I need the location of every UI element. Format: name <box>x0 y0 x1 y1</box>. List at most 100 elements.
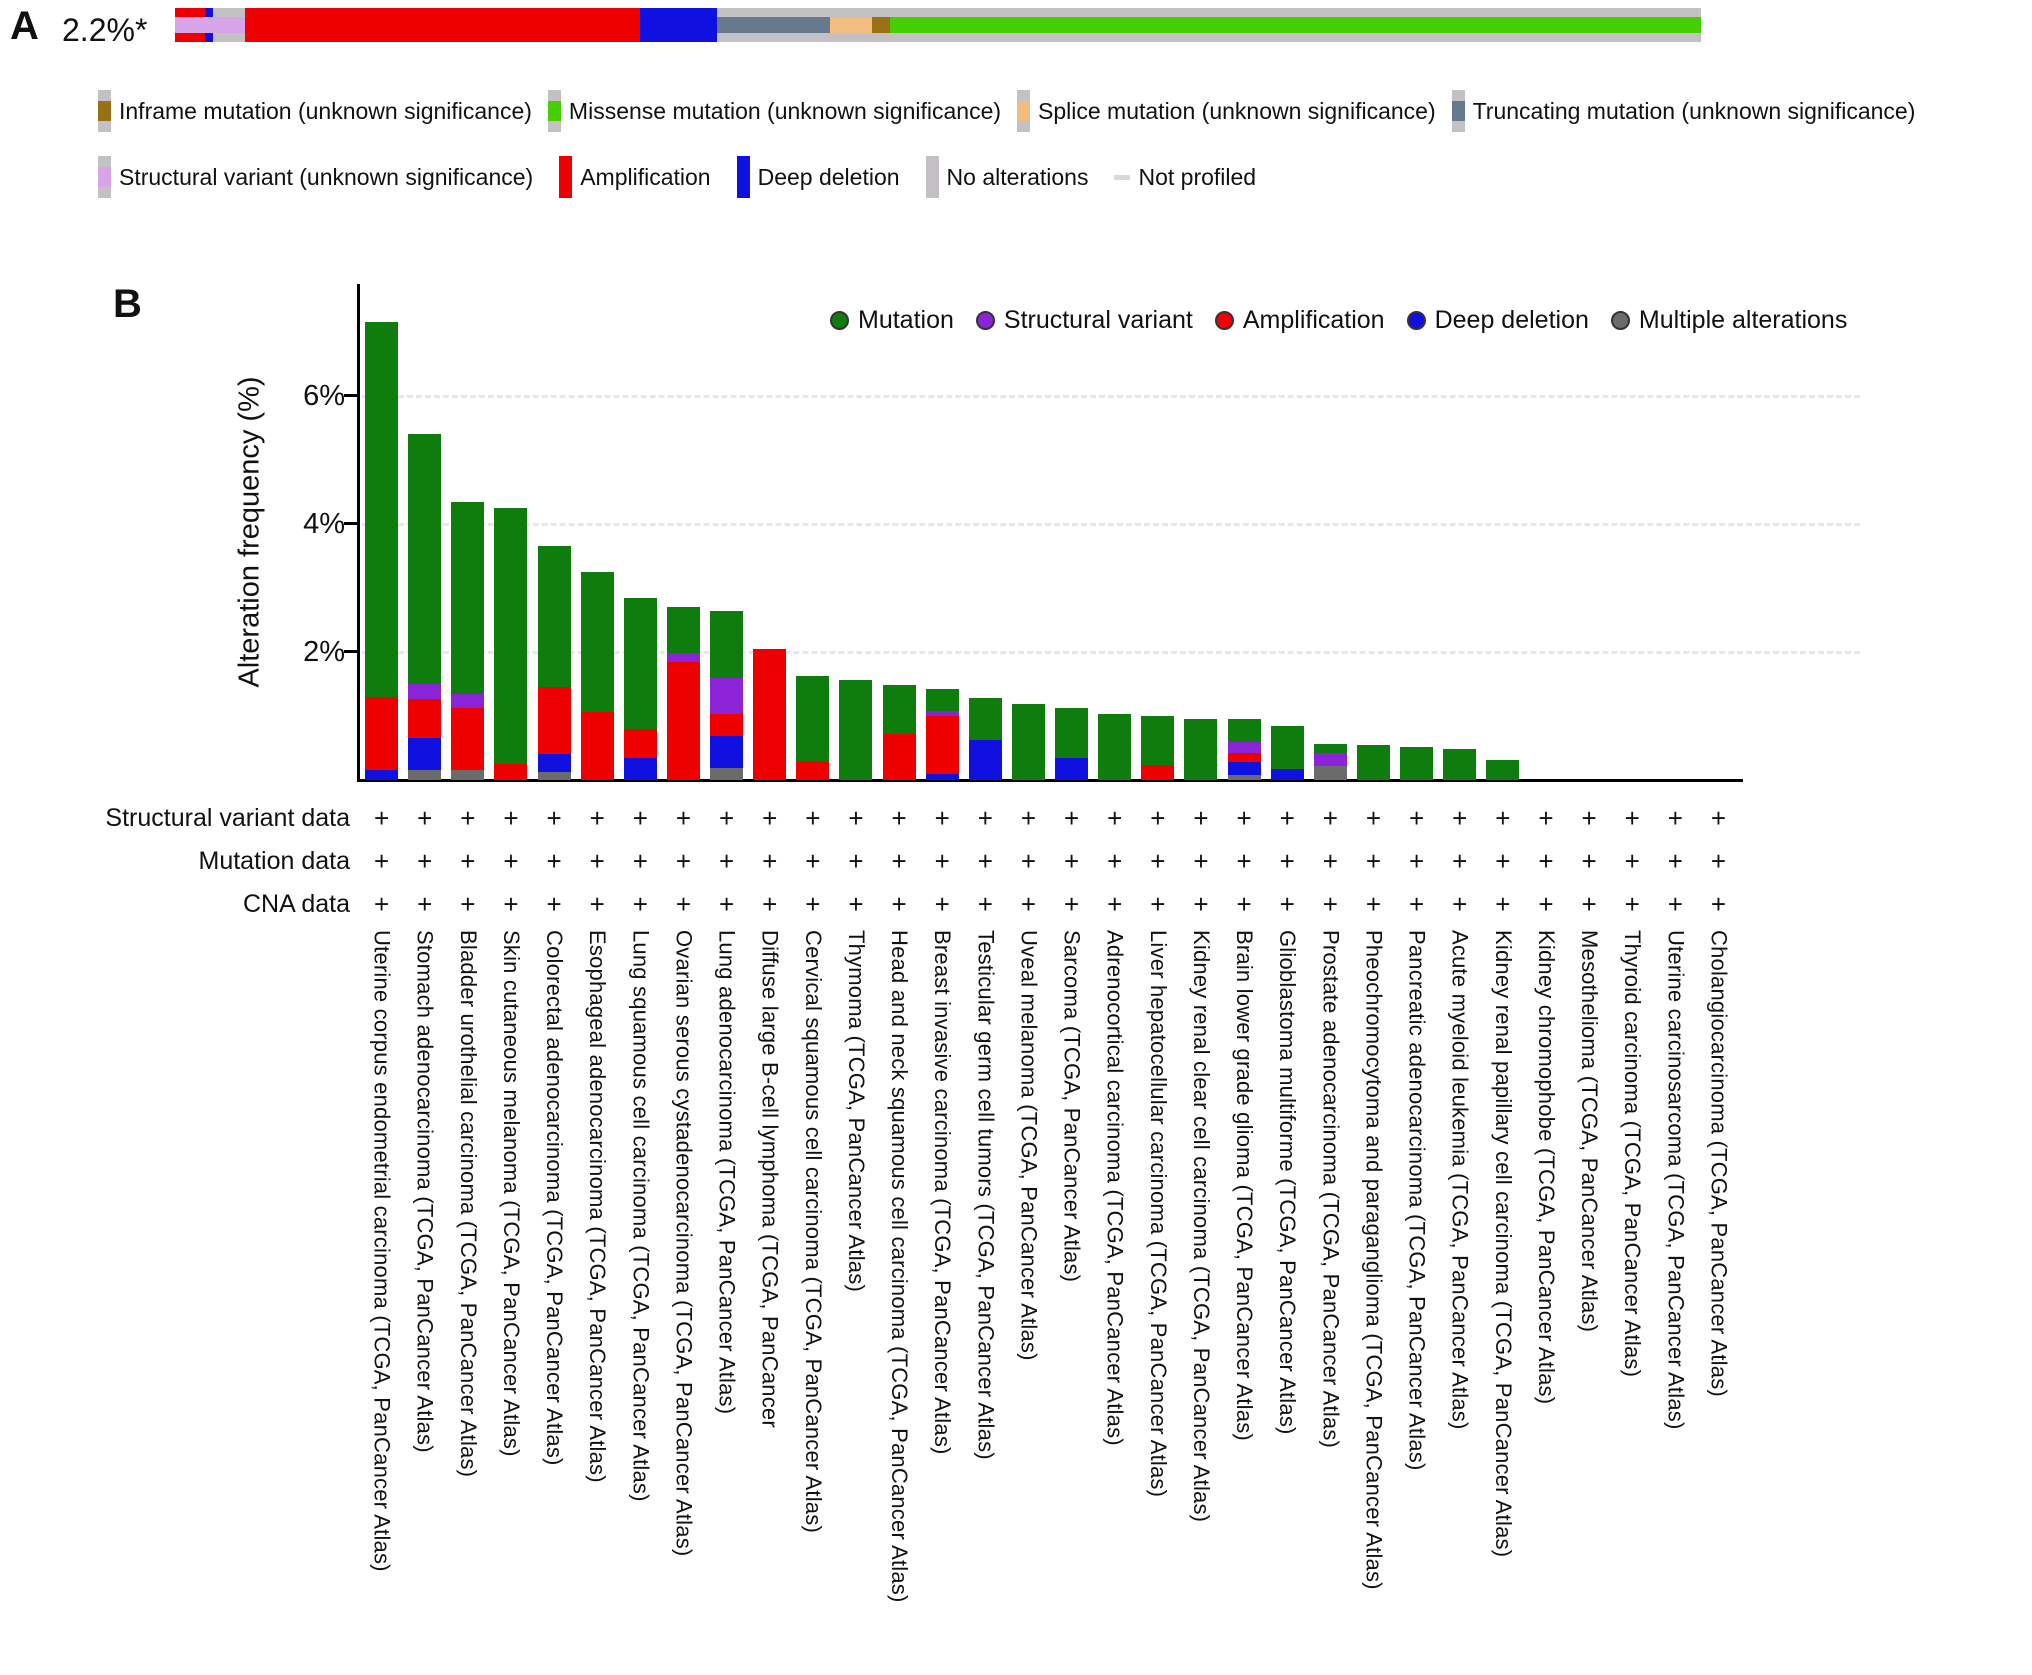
x-axis-label: Liver hepatocellular carcinoma (TCGA, Pa… <box>1145 930 1171 1498</box>
stacked-bar <box>580 572 614 780</box>
splice-swatch <box>1017 90 1031 132</box>
x-label-cell: Breast invasive carcinoma (TCGA, PanCanc… <box>921 930 964 1455</box>
data-available-mark: + <box>1452 889 1468 919</box>
x-axis-label: Cholangiocarcinoma (TCGA, PanCancer Atla… <box>1706 930 1732 1397</box>
x-axis-label: Breast invasive carcinoma (TCGA, PanCanc… <box>930 930 956 1455</box>
legend-item-mutation: Mutation <box>830 306 954 335</box>
data-available-mark: + <box>373 889 390 919</box>
legend-item: Amplification <box>559 156 711 198</box>
x-label-cell: Sarcoma (TCGA, PanCancer Atlas) <box>1050 930 1093 1282</box>
data-available-mark: + <box>503 803 519 833</box>
legend-label: Not profiled <box>1138 163 1257 190</box>
bar-column <box>748 280 791 780</box>
x-label-cell: Pheochromocytoma and paraganglioma (TCGA… <box>1352 930 1395 1590</box>
data-available-mark: + <box>718 846 735 876</box>
data-available-mark: + <box>1063 846 1080 876</box>
bar-column <box>1050 280 1093 780</box>
stacked-bar <box>1443 749 1477 780</box>
x-label-cell: Stomach adenocarcinoma (TCGA, PanCancer … <box>403 930 446 1453</box>
track-segment-deep_deletion <box>205 33 213 42</box>
stacked-bar <box>796 675 830 780</box>
bar-column <box>705 280 748 780</box>
data-available-mark: + <box>1495 889 1511 919</box>
deep_deletion-dot <box>1406 311 1426 330</box>
data-available-mark: + <box>1710 803 1727 833</box>
x-label-cell: Colorectal adenocarcinoma (TCGA, PanCanc… <box>533 930 576 1466</box>
bar-column <box>360 280 403 780</box>
data-available-mark: + <box>1408 846 1425 876</box>
data-available-mark: + <box>589 889 605 919</box>
x-axis-label: Acute myeloid leukemia (TCGA, PanCancer … <box>1447 930 1473 1430</box>
bar-segment-deep_deletion <box>537 754 571 773</box>
bar-column <box>1481 280 1524 780</box>
x-axis-label: Thymoma (TCGA, PanCancer Atlas) <box>843 930 869 1292</box>
track-segment-amplification <box>245 17 640 33</box>
x-axis-label: Lung adenocarcinoma (TCGA, PanCancer Atl… <box>714 930 740 1415</box>
data-available-mark: + <box>1020 803 1037 833</box>
data-available-mark: + <box>1581 889 1597 919</box>
track-segment-deep_deletion <box>640 17 717 33</box>
bar-segment-multiple_alterations <box>1227 774 1261 780</box>
track-segment-amplification <box>245 8 640 17</box>
bar-segment-amplification <box>666 661 700 780</box>
x-axis-label: Kidney renal papillary cell carcinoma (T… <box>1490 930 1516 1558</box>
data-available-mark: + <box>1193 846 1209 876</box>
stacked-bar <box>1313 743 1347 780</box>
bar-segment-deep_deletion <box>623 757 657 780</box>
data-available-mark: + <box>848 889 864 919</box>
x-axis-label: Esophageal adenocarcinoma (TCGA, PanCanc… <box>585 930 611 1483</box>
bar-column <box>1136 280 1179 780</box>
bar-segment-mutation <box>1055 708 1089 758</box>
bar-column <box>964 280 1007 780</box>
stacked-bar <box>753 648 787 780</box>
x-label-cell: Kidney renal papillary cell carcinoma (T… <box>1481 930 1524 1557</box>
data-available-mark: + <box>417 846 433 876</box>
x-label-cell: Testicular germ cell tumors (TCGA, PanCa… <box>964 930 1007 1460</box>
stacked-bar <box>666 607 700 780</box>
legend-item: Deep deletion <box>736 156 900 198</box>
x-axis-label: Cervical squamous cell carcinoma (TCGA, … <box>800 930 826 1533</box>
data-available-mark: + <box>848 803 864 833</box>
bar-segment-deep_deletion <box>710 735 744 768</box>
data-available-mark: + <box>675 889 692 919</box>
stacked-bar <box>1270 725 1304 780</box>
bar-segment-mutation <box>1270 725 1304 770</box>
x-label-cell: Glioblastoma multiforme (TCGA, PanCancer… <box>1266 930 1309 1435</box>
x-label-cell: Thymoma (TCGA, PanCancer Atlas) <box>834 930 877 1292</box>
data-available-mark: + <box>1365 803 1382 833</box>
data-available-mark: + <box>632 846 648 876</box>
stacked-bar <box>1227 719 1261 780</box>
y-axis-line <box>357 284 360 781</box>
bar-segment-structural_variant <box>1227 741 1261 753</box>
data-available-mark: + <box>546 889 562 919</box>
bar-column <box>834 280 877 780</box>
bar-segment-amplification <box>494 764 528 780</box>
x-label-cell: Acute myeloid leukemia (TCGA, PanCancer … <box>1438 930 1481 1430</box>
data-available-mark: + <box>1063 803 1080 833</box>
stacked-bar <box>408 434 442 780</box>
y-tick-mark <box>344 394 358 397</box>
x-axis-label: Pheochromocytoma and paraganglioma (TCGA… <box>1361 930 1387 1590</box>
data-available-mark: + <box>373 846 390 876</box>
data-available-mark: + <box>1538 846 1554 876</box>
x-axis-label: Kidney renal clear cell carcinoma (TCGA,… <box>1188 930 1214 1523</box>
bar-segment-multiple_alterations <box>451 770 485 780</box>
panel-a-legend-row-1: Inframe mutation (unknown significance) M… <box>98 90 1915 132</box>
data-available-mark: + <box>1538 803 1554 833</box>
data-available-mark: + <box>589 803 605 833</box>
data-available-mark: + <box>1150 889 1166 919</box>
legend-label: Structural variant (unknown significance… <box>119 163 534 190</box>
track-segment-deep_deletion <box>205 8 213 17</box>
legend-label: Amplification <box>580 163 711 190</box>
data-available-mark: + <box>1581 846 1597 876</box>
data-available-mark: + <box>848 846 864 876</box>
track-segment-missense <box>890 17 1701 33</box>
data-track-row-structural-variant: Structural variant data + + + + + + + + + + + + + + + +… <box>0 797 2032 840</box>
legend-item: Not profiled <box>1114 164 1256 191</box>
x-axis-label: Diffuse large B-cell lymphoma (TCGA, Pan… <box>757 930 783 1428</box>
data-available-mark: + <box>805 889 821 919</box>
stacked-bar <box>1184 719 1218 780</box>
legend-item-amplification: Amplification <box>1214 306 1385 335</box>
bar-column <box>662 280 705 780</box>
bar-segment-multiple_alterations <box>1313 765 1347 780</box>
